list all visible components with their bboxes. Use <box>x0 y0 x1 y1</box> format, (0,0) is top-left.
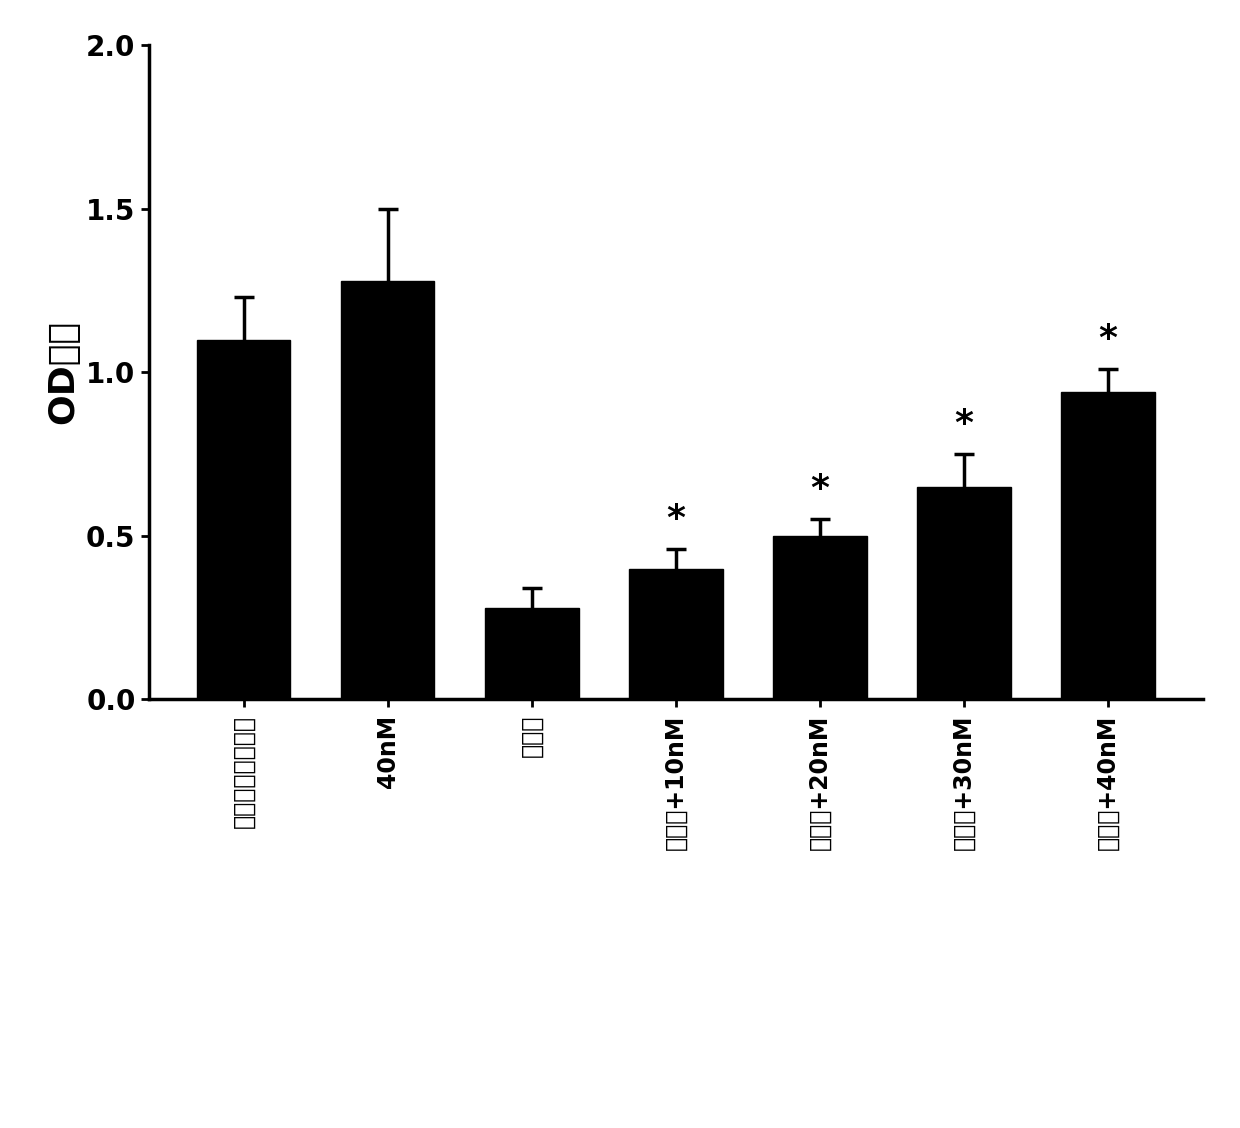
Bar <box>918 487 1011 699</box>
Text: *: * <box>666 502 686 536</box>
Bar <box>485 608 579 699</box>
Bar <box>629 569 723 699</box>
Y-axis label: OD山山: OD山山 <box>47 320 81 424</box>
Bar <box>773 536 867 699</box>
Text: *: * <box>1099 321 1117 356</box>
Bar <box>341 281 434 699</box>
Bar <box>197 340 290 699</box>
Text: *: * <box>811 473 830 506</box>
Bar <box>1061 391 1154 699</box>
Text: *: * <box>955 407 973 441</box>
